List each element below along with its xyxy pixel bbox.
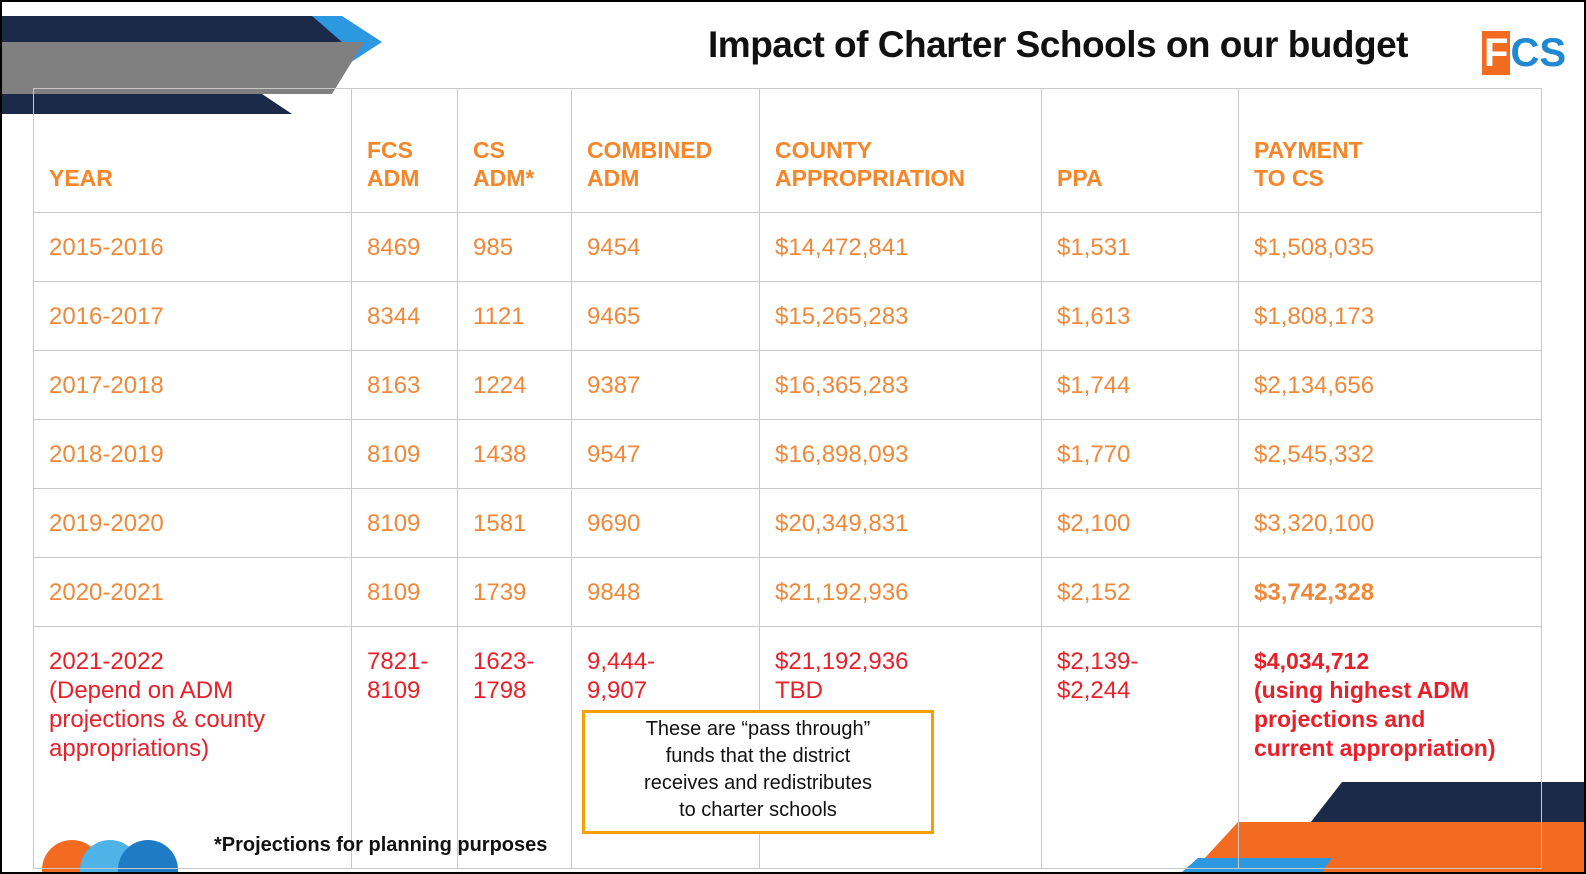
table-cell: 9848 <box>571 557 760 627</box>
table-cell: 2020-2021 <box>33 557 352 627</box>
table-cell: 2019-2020 <box>33 488 352 558</box>
table-cell: 9547 <box>571 419 760 489</box>
table-cell: $1,744 <box>1041 350 1239 420</box>
table-row: 2020-2021 8109 1739 9848 $21,192,936 $2,152 $3… <box>33 557 1542 627</box>
table-cell: 2021-2022 (Depend on ADM projections & c… <box>33 626 352 869</box>
table-cell: 2015-2016 <box>33 212 352 282</box>
logo-f: F <box>1482 31 1511 75</box>
table-cell: $14,472,841 <box>759 212 1042 282</box>
deco-gray <box>2 42 364 94</box>
table-row: 2017-2018 8163 1224 9387 $16,365,283 $1,744 $2… <box>33 350 1542 420</box>
table-row: 2015-2016 8469 985 9454 $14,472,841 $1,531 $1,… <box>33 212 1542 282</box>
table-cell: $2,100 <box>1041 488 1239 558</box>
table-row: 2018-2019 8109 1438 9547 $16,898,093 $1,770 $2… <box>33 419 1542 489</box>
header-cell: COUNTY APPROPRIATION <box>759 88 1042 213</box>
table-cell: 8163 <box>351 350 458 420</box>
logo-cs: CS <box>1510 31 1567 75</box>
table-cell: $3,320,100 <box>1238 488 1542 558</box>
table-cell: 9465 <box>571 281 760 351</box>
table-cell: $2,152 <box>1041 557 1239 627</box>
table-cell: $3,742,328 <box>1238 557 1542 627</box>
table-cell: $15,265,283 <box>759 281 1042 351</box>
table-cell: 9387 <box>571 350 760 420</box>
table-cell: $21,192,936 <box>759 557 1042 627</box>
table-cell: 8344 <box>351 281 458 351</box>
table-cell: $1,808,173 <box>1238 281 1542 351</box>
logo: FCS <box>1482 28 1566 78</box>
table-row: 2019-2020 8109 1581 9690 $20,349,831 $2,100 $3… <box>33 488 1542 558</box>
header-cell: CS ADM* <box>457 88 572 213</box>
table-cell: 8469 <box>351 212 458 282</box>
header-cell: PAYMENT TO CS <box>1238 88 1542 213</box>
callout: These are “pass through” funds that the … <box>582 710 934 834</box>
deco-navy <box>2 16 342 42</box>
table-cell: 1739 <box>457 557 572 627</box>
table-cell: 1438 <box>457 419 572 489</box>
table-cell: 1224 <box>457 350 572 420</box>
table-cell: 1581 <box>457 488 572 558</box>
table-cell: $1,770 <box>1041 419 1239 489</box>
table-cell: $1,531 <box>1041 212 1239 282</box>
table-cell: 2016-2017 <box>33 281 352 351</box>
table-cell: $2,134,656 <box>1238 350 1542 420</box>
table-cell: $16,898,093 <box>759 419 1042 489</box>
table-cell: 1623- 1798 <box>457 626 572 869</box>
header-cell: COMBINED ADM <box>571 88 760 213</box>
header-cell: YEAR <box>33 88 352 213</box>
table-cell: 7821- 8109 <box>351 626 458 869</box>
table-cell: 9454 <box>571 212 760 282</box>
header-cell: PPA <box>1041 88 1239 213</box>
table-cell: $1,613 <box>1041 281 1239 351</box>
title: Impact of Charter Schools on our budget <box>708 24 1408 65</box>
table-cell: $16,365,283 <box>759 350 1042 420</box>
table-cell: 8109 <box>351 557 458 627</box>
table-row: 2016-2017 8344 1121 9465 $15,265,283 $1,613 $1… <box>33 281 1542 351</box>
header-cell: FCS ADM <box>351 88 458 213</box>
table-cell: 8109 <box>351 419 458 489</box>
table-cell: 2018-2019 <box>33 419 352 489</box>
table-cell: 985 <box>457 212 572 282</box>
table-cell: $20,349,831 <box>759 488 1042 558</box>
footnote: *Projections for planning purposes <box>214 834 548 856</box>
table-cell: $4,034,712 (using highest ADM projection… <box>1238 626 1542 869</box>
table-cell: 2017-2018 <box>33 350 352 420</box>
table-cell: $2,139- $2,244 <box>1041 626 1239 869</box>
table-cell: $2,545,332 <box>1238 419 1542 489</box>
table-cell: 8109 <box>351 488 458 558</box>
table-cell: $1,508,035 <box>1238 212 1542 282</box>
header-row: YEAR FCS ADM CS ADM* COMBINED ADM COUNTY APP… <box>33 88 1542 213</box>
table-cell: 1121 <box>457 281 572 351</box>
table-cell: 9690 <box>571 488 760 558</box>
